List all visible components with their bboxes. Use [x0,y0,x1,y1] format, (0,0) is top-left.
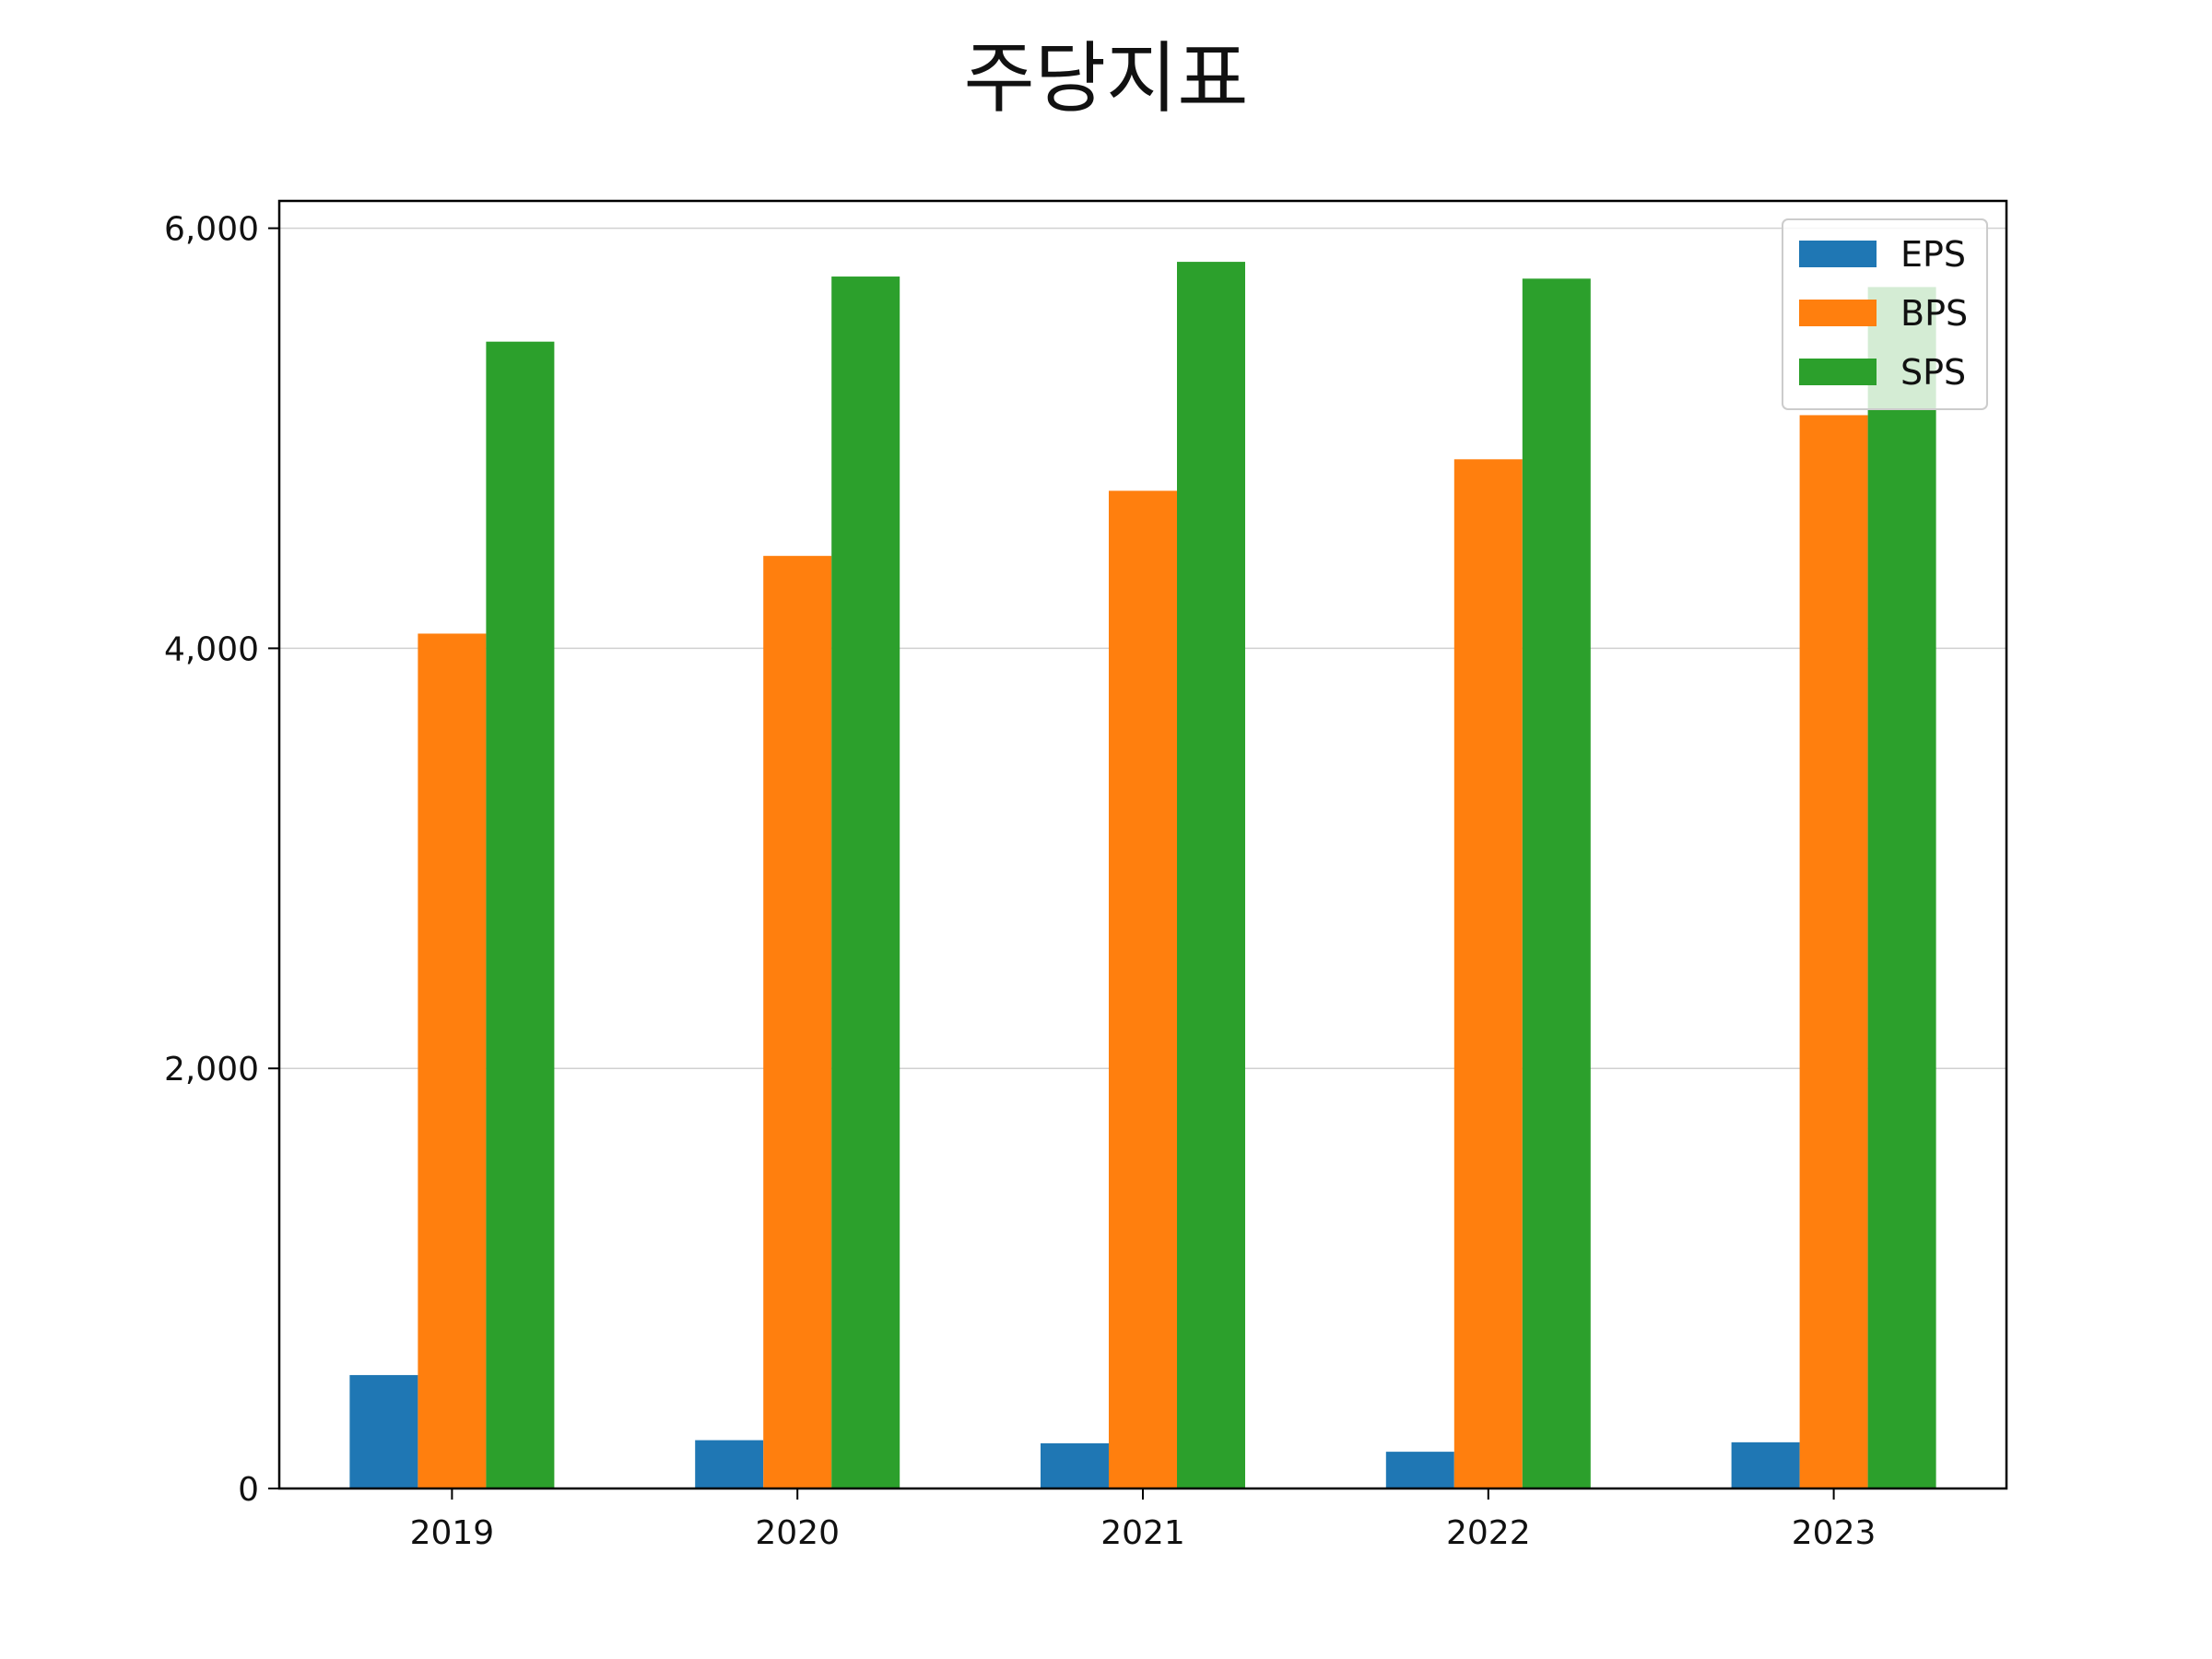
bar-bps-2019 [418,633,487,1488]
bar-sps-2023 [1867,287,1936,1488]
bar-bps-2021 [1109,490,1177,1489]
x-tick-label: 2023 [1792,1514,1877,1552]
bar-sps-2021 [1177,262,1245,1488]
bar-bps-2022 [1453,459,1523,1489]
bar-eps-2020 [695,1440,764,1488]
legend-label-sps: SPS [1900,352,1966,393]
chart-title: 주당지표 [963,33,1249,124]
bar-eps-2021 [1041,1443,1109,1488]
bar-eps-2019 [349,1374,418,1488]
legend-label-eps: EPS [1900,234,1966,275]
legend-swatch-sps [1799,359,1877,385]
y-tick-label: 6,000 [164,211,259,249]
y-tick-label: 0 [238,1471,259,1509]
bar-eps-2022 [1385,1452,1454,1488]
legend: EPS BPS SPS [1782,218,1988,410]
legend-swatch-eps [1799,241,1877,267]
bar-sps-2020 [831,276,900,1488]
x-axis: 2019 2020 2021 2022 2023 [410,1488,1877,1552]
bars [349,262,1936,1489]
x-tick-label: 2019 [410,1514,495,1552]
y-tick-label: 4,000 [164,630,259,668]
y-axis: 0 2,000 4,000 6,000 [164,211,279,1509]
x-tick-label: 2022 [1446,1514,1531,1552]
y-tick-label: 2,000 [164,1051,259,1088]
bar-eps-2023 [1731,1441,1800,1488]
legend-swatch-bps [1799,300,1877,326]
bar-bps-2020 [763,556,832,1488]
legend-label-bps: BPS [1900,293,1968,334]
bar-bps-2023 [1799,415,1868,1489]
x-tick-label: 2020 [755,1514,840,1552]
bar-sps-2019 [486,341,555,1488]
bar-sps-2022 [1522,278,1591,1488]
x-tick-label: 2021 [1100,1514,1185,1552]
